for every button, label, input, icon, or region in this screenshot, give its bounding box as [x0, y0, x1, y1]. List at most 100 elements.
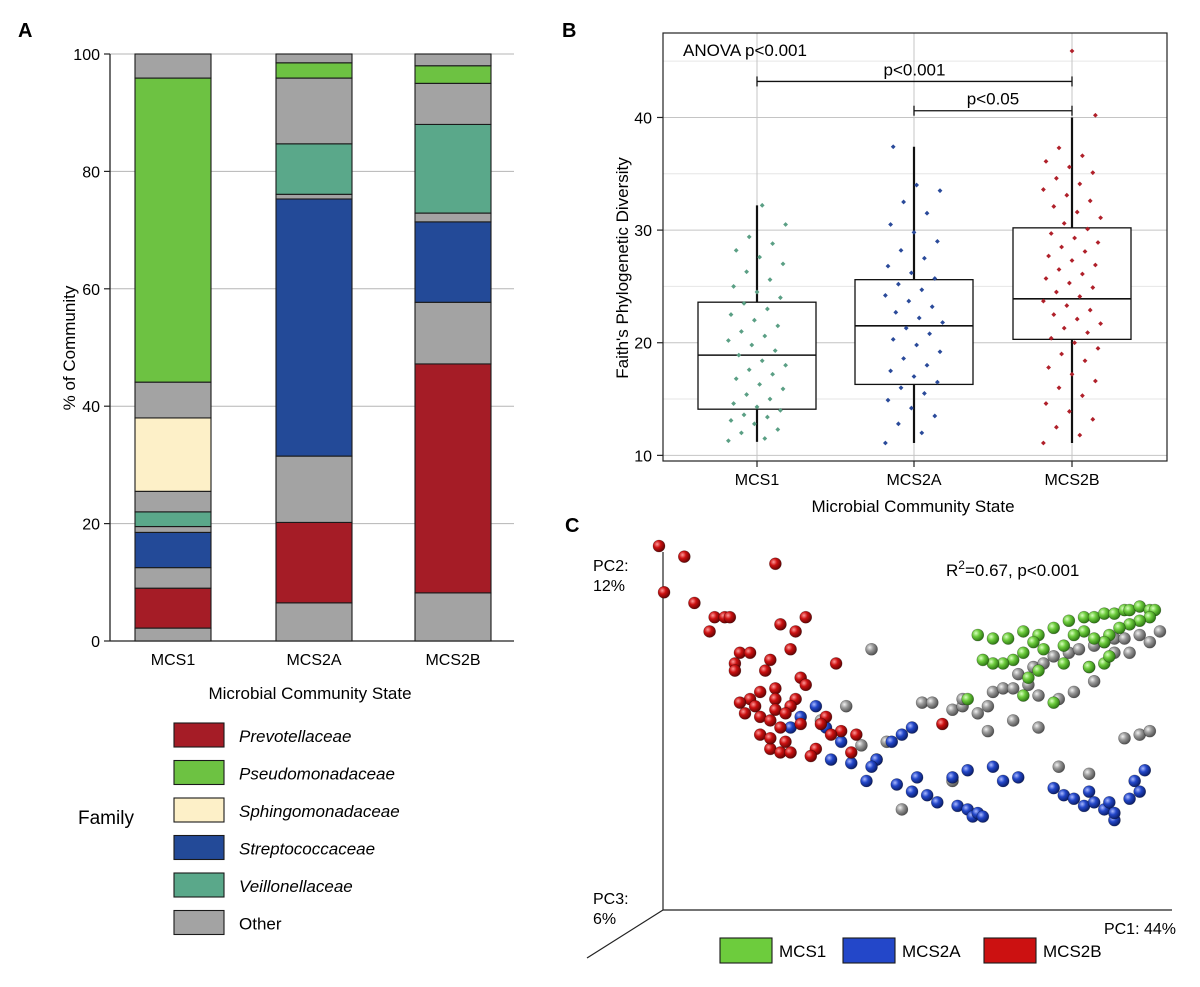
data-point-mcs2b: [1098, 321, 1103, 326]
data-point-mcs2a: [893, 309, 899, 315]
data-point-mcs2b: [1077, 181, 1083, 187]
panel-a-bars: [134, 53, 492, 642]
panel-c-points: [652, 539, 1167, 827]
data-point-mcs2a: [898, 385, 904, 391]
pcoa-point-mcs2b: [774, 721, 787, 734]
legend-swatch-pseudomonadaceae: [173, 759, 225, 786]
panel-a-x-tick-label: MCS2A: [286, 652, 341, 669]
data-point-mcs1: [746, 234, 752, 240]
data-point-mcs2a: [935, 379, 940, 385]
pcoa-point-other: [895, 803, 909, 816]
data-point-mcs2b: [1067, 409, 1072, 414]
pcoa-point-mcs2a: [1011, 771, 1025, 784]
data-point-mcs2b: [1059, 351, 1064, 357]
data-point-mcs2b: [1087, 307, 1093, 313]
panel-b-x-tick-label: MCS2B: [1044, 472, 1099, 489]
bar-segment-mcs1-other: [134, 490, 212, 513]
panel-c-legend: MCS1 MCS2A MCS2B: [719, 937, 1102, 964]
pcoa-point-other: [865, 642, 878, 656]
panel-a: A 0 20 40 60 80 100 MCS1 MCS2A MCS2B % of Commu…: [18, 20, 514, 936]
pcoa-point-mcs1: [1047, 696, 1060, 709]
data-point-mcs2a: [922, 391, 927, 396]
panel-a-x-title: Microbial Community State: [208, 684, 411, 703]
data-point-mcs2a: [932, 413, 938, 419]
pcoa-point-mcs2a: [905, 785, 919, 798]
pcoa-point-mcs1: [986, 632, 1000, 645]
pcoa-point-other: [1032, 721, 1045, 734]
pcoa-point-mcs2a: [890, 778, 904, 791]
pc3-axis: [586, 909, 664, 959]
data-point-mcs2a: [911, 374, 917, 379]
data-point-mcs2b: [1093, 262, 1098, 268]
panel-a-y-ticks: 0 20 40 60 80 100: [73, 47, 110, 651]
data-point-mcs1: [731, 284, 736, 289]
pcoa-point-mcs1: [1087, 632, 1101, 645]
pcoa-point-mcs1: [1067, 628, 1081, 642]
pcoa-point-mcs2b: [723, 610, 737, 624]
pcoa-point-mcs2b: [784, 642, 797, 656]
pcoa-point-mcs2a: [1082, 785, 1096, 798]
pcoa-point-mcs2a: [961, 763, 974, 777]
data-point-mcs2b: [1069, 258, 1075, 263]
pcoa-point-mcs2b: [936, 717, 949, 731]
data-point-mcs2a: [937, 188, 943, 194]
data-point-mcs2a: [919, 287, 925, 293]
pcoa-point-mcs2a: [865, 760, 878, 774]
pcoa-point-mcs2a: [996, 774, 1010, 788]
data-point-mcs2b: [1056, 145, 1062, 151]
data-point-mcs1: [752, 317, 757, 323]
pcoa-point-mcs1: [1057, 639, 1071, 652]
r-squared-label: R2=0.67, p<0.001: [946, 558, 1079, 580]
data-point-mcs2a: [888, 368, 893, 374]
panel-a-y-title: % of Community: [60, 285, 79, 410]
bar-segment-mcs1-other: [134, 567, 212, 589]
pcoa-point-mcs2a: [1123, 792, 1136, 806]
data-point-mcs2b: [1072, 235, 1077, 241]
data-point-mcs2a: [927, 331, 932, 337]
data-point-mcs2b: [1043, 401, 1049, 406]
pcoa-point-other: [925, 696, 939, 709]
data-point-mcs1: [783, 362, 788, 368]
panel-a-x-tick-label: MCS1: [151, 652, 196, 669]
pcoa-point-mcs2b: [657, 585, 671, 599]
panel-a-y-tick-label: 20: [82, 517, 100, 534]
pcoa-point-mcs2a: [1108, 806, 1121, 820]
pcoa-point-mcs1: [1022, 671, 1035, 685]
pcoa-point-mcs1: [1062, 614, 1076, 628]
data-point-mcs1: [744, 269, 749, 275]
pcoa-point-mcs1: [961, 692, 974, 706]
data-point-mcs2b: [1098, 215, 1103, 221]
data-point-mcs2b: [1061, 220, 1067, 226]
bar-segment-mcs2a-other: [275, 602, 353, 642]
panel-a-y-tick-label: 100: [73, 47, 100, 64]
bar-segment-mcs2a-other: [275, 455, 353, 523]
pcoa-legend-swatch-mcs2b: [983, 937, 1037, 964]
bar-segment-mcs1-pseudomonadaceae: [134, 77, 212, 383]
bar-segment-mcs2b-other: [414, 301, 492, 365]
data-point-mcs2a: [896, 281, 901, 287]
bar-segment-mcs2b-other: [414, 592, 492, 642]
data-point-mcs2b: [1095, 345, 1101, 351]
bar-segment-mcs1-other: [134, 53, 212, 79]
pcoa-point-mcs2b: [764, 653, 777, 667]
pcoa-point-mcs2b: [743, 646, 757, 660]
pcoa-point-mcs2a: [1067, 792, 1081, 806]
data-point-mcs2a: [885, 397, 891, 403]
pcoa-point-mcs2b: [779, 707, 792, 720]
pcoa-point-mcs1: [1082, 660, 1096, 674]
pcoa-point-mcs2a: [1128, 774, 1141, 788]
panel-b-frame: [662, 32, 1168, 462]
bar-segment-mcs2a-pseudomonadaceae: [275, 62, 353, 79]
pcoa-point-mcs2b: [769, 692, 782, 706]
data-point-mcs1: [736, 352, 742, 358]
legend-label-prevotellaceae: Prevotellaceae: [239, 727, 351, 746]
legend-swatch-streptococcaceae: [173, 834, 225, 861]
r-squared-prefix: R: [946, 561, 958, 580]
pcoa-point-mcs1: [1057, 657, 1071, 670]
data-point-mcs2a: [935, 238, 940, 244]
pcoa-legend-label-mcs2a: MCS2A: [902, 942, 961, 961]
data-point-mcs1: [754, 289, 760, 295]
data-point-mcs2b: [1080, 393, 1085, 399]
panel-a-letter: A: [18, 20, 32, 42]
box-mcs2a: [854, 279, 974, 386]
